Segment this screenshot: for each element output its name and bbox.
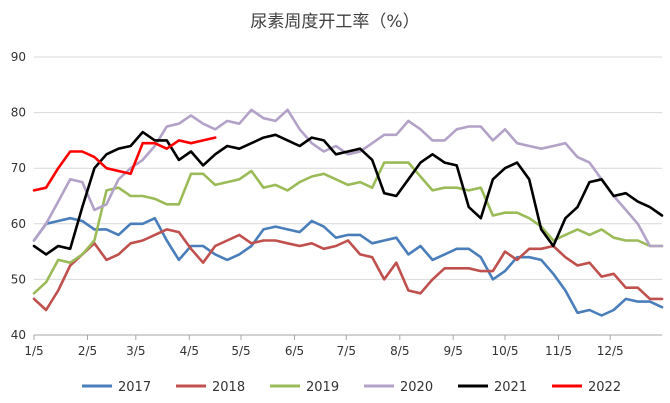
series-line-2019 xyxy=(32,161,664,295)
series-line-2022 xyxy=(32,136,217,192)
x-tick-label: 3/5 xyxy=(126,344,145,358)
x-tick-label: 7/5 xyxy=(337,344,356,358)
axes: 40 50 60 70 80 90 1/5 2/5 3/5 4/5 5/5 6/5 7/5 8/5 9/5 1… xyxy=(11,50,662,358)
legend-label-2021: 2021 xyxy=(494,380,527,395)
x-tick-label: 1/5 xyxy=(24,344,43,358)
legend-label-2022: 2022 xyxy=(588,380,621,395)
series-line-2021 xyxy=(32,130,664,256)
x-tick-label: 12/5 xyxy=(597,344,624,358)
y-tick-label: 70 xyxy=(11,161,26,175)
x-tick-label: 5/5 xyxy=(231,344,250,358)
y-tick-label: 40 xyxy=(11,328,26,342)
y-tick-label: 60 xyxy=(11,217,26,231)
x-tick-label: 9/5 xyxy=(444,344,463,358)
series-line-2018 xyxy=(32,228,664,312)
x-tick-label: 11/5 xyxy=(545,344,572,358)
legend-label-2018: 2018 xyxy=(212,380,245,395)
legend-label-2019: 2019 xyxy=(306,380,339,395)
legend-label-2017: 2017 xyxy=(118,380,151,395)
x-tick-label: 10/5 xyxy=(492,344,519,358)
series-lines xyxy=(32,108,664,317)
legend: 2017 2018 2019 2020 2021 2022 xyxy=(82,380,621,395)
x-tick-label: 6/5 xyxy=(285,344,304,358)
chart-title: 尿素周度开工率（%） xyxy=(250,12,419,32)
x-tick-label: 8/5 xyxy=(390,344,409,358)
x-tick-label: 4/5 xyxy=(180,344,199,358)
legend-label-2020: 2020 xyxy=(400,380,433,395)
series-line-2017 xyxy=(32,216,664,317)
y-tick-label: 50 xyxy=(11,272,26,286)
x-tick-label: 2/5 xyxy=(78,344,97,358)
y-tick-label: 90 xyxy=(11,50,26,64)
y-tick-label: 80 xyxy=(11,106,26,120)
series-line-2020 xyxy=(32,108,664,248)
